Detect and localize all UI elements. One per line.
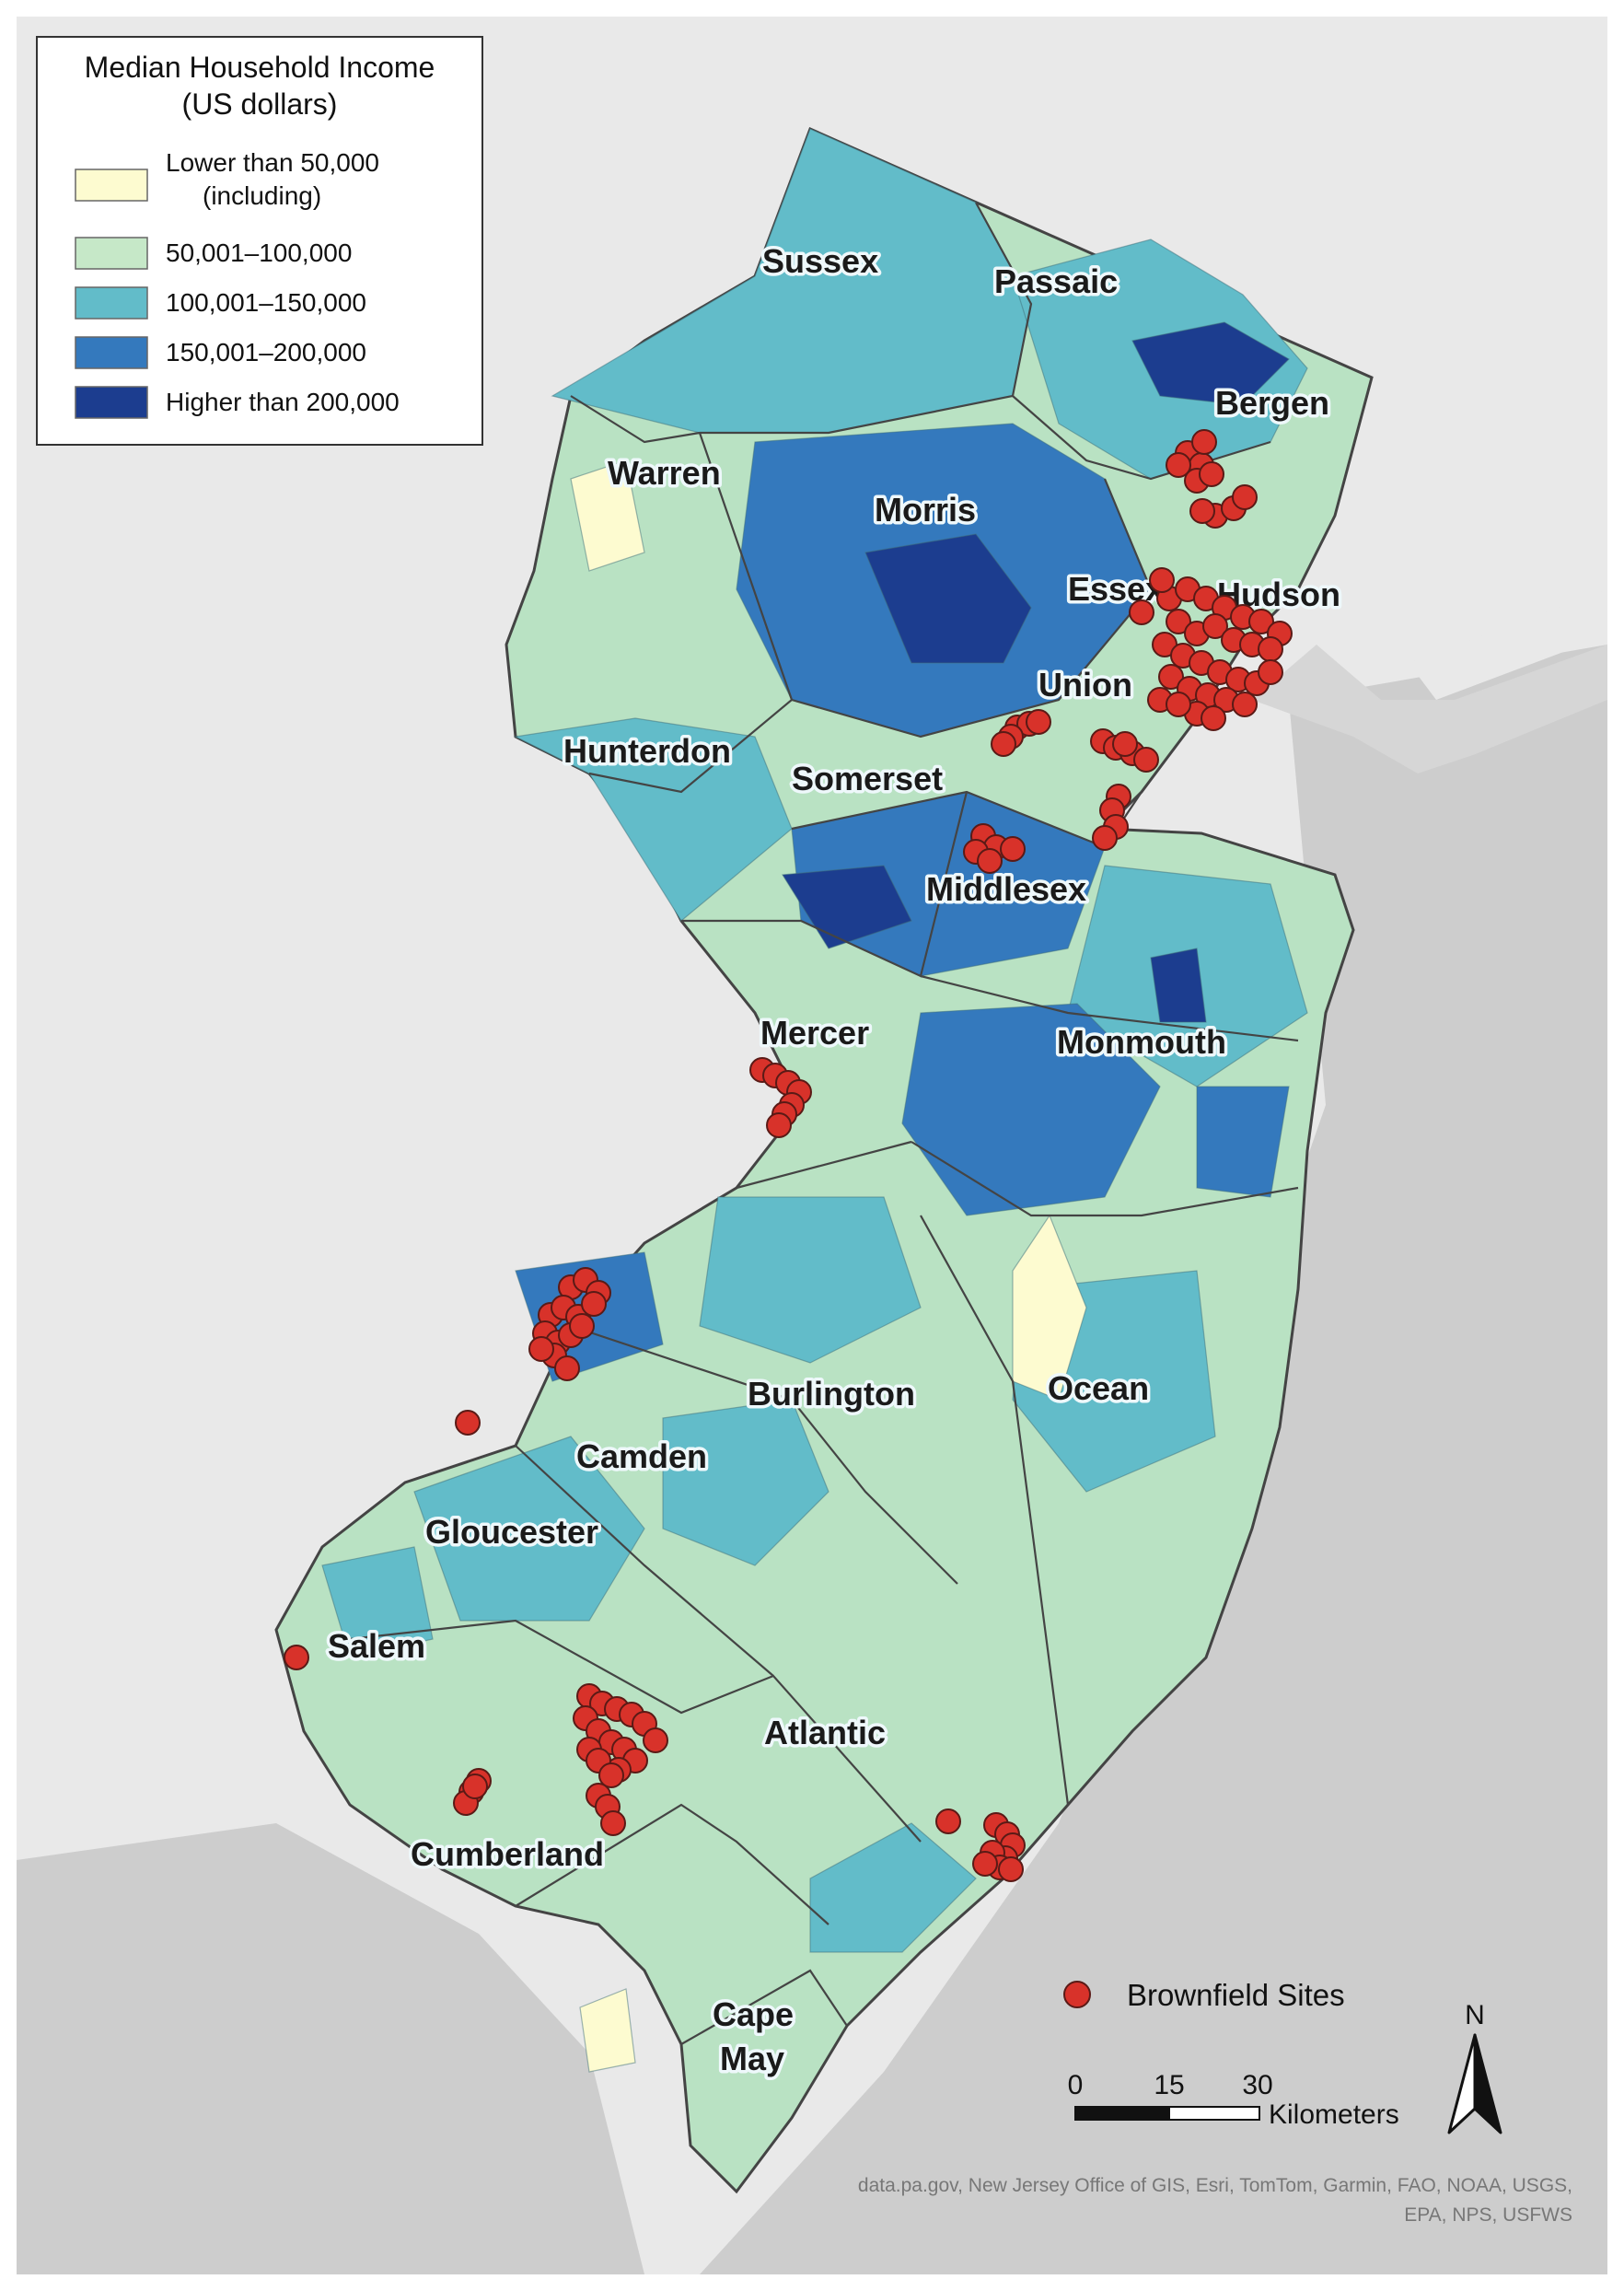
scale-bar: 0 15 30 Kilometers (1068, 2070, 1399, 2130)
legend-swatch (75, 286, 148, 320)
legend-label: (including) (203, 181, 321, 210)
scale-unit: Kilometers (1269, 2099, 1399, 2130)
brownfield-site-marker (598, 1762, 624, 1788)
north-arrow-icon (1473, 2033, 1502, 2134)
brownfield-site-marker (1149, 567, 1175, 593)
county-label: Hunterdon (563, 732, 731, 770)
brownfield-site-marker (1201, 705, 1226, 731)
bay-area (17, 1823, 644, 2274)
legend: Median Household Income (US dollars) Low… (36, 36, 483, 446)
brownfield-site-marker (1026, 709, 1051, 735)
brownfield-site-marker (600, 1810, 626, 1836)
brownfield-site-marker (1129, 599, 1154, 625)
county-label: Morris (875, 491, 976, 529)
legend-label: 100,001–150,000 (166, 288, 366, 317)
brownfield-site-marker (1133, 747, 1159, 773)
legend-label: 50,001–100,000 (166, 238, 352, 267)
county-label: Burlington (748, 1375, 915, 1413)
county-label: Essex (1068, 570, 1164, 608)
county-label: Middlesex (926, 870, 1086, 908)
county-label: Ocean (1048, 1369, 1149, 1407)
county-label: Mercer (760, 1014, 869, 1052)
scale-segment-black (1074, 2106, 1170, 2121)
county-label: Warren (608, 454, 721, 492)
hudson-bay (1252, 645, 1607, 773)
brownfield-site-marker (528, 1336, 554, 1362)
brownfield-site-marker (766, 1112, 792, 1138)
brownfield-site-marker (991, 731, 1016, 757)
brownfield-site-marker (1112, 731, 1138, 757)
brownfield-site-marker (1258, 636, 1283, 662)
income-patches (321, 128, 1308, 2073)
brownfield-site-marker (977, 848, 1003, 874)
brownfield-site-marker (581, 1291, 607, 1317)
brownfield-site-marker (1166, 609, 1191, 634)
legend-label: Lower than 50,000 (166, 148, 379, 177)
brownfield-site-marker (1202, 613, 1228, 639)
brownfield-site-marker (554, 1355, 580, 1381)
brownfield-site-marker (1248, 609, 1274, 634)
attribution: EPA, NPS, USFWS (1404, 2204, 1572, 2226)
brownfield-site-marker (1191, 429, 1217, 455)
legend-swatch (75, 237, 148, 270)
legend-title: Median Household Income (85, 51, 435, 84)
county-label: Camden (576, 1437, 707, 1475)
brownfield-site-marker (1092, 825, 1118, 851)
north-arrow: N (1447, 2000, 1502, 2134)
brownfield-site-marker (1232, 692, 1258, 717)
brownfield-site-marker (284, 1645, 309, 1670)
legend-label: 150,001–200,000 (166, 338, 366, 366)
county-boundaries (349, 202, 1299, 2045)
site-legend-marker (1063, 1981, 1091, 2008)
county-label: Salem (328, 1627, 425, 1665)
county-label: Bergen (1215, 384, 1329, 422)
brownfield-site-marker (1158, 664, 1184, 690)
site-legend-label: Brownfield Sites (1127, 1978, 1345, 2012)
north-label: N (1465, 2000, 1485, 2030)
brownfield-site-marker (1189, 498, 1215, 524)
scale-tick-label: 30 (1242, 2070, 1272, 2100)
county-labels: Sussex Passaic Bergen Warren Morris Esse… (325, 239, 1344, 2081)
brownfield-site-marker (462, 1773, 488, 1799)
county-label: Atlantic (764, 1714, 886, 1751)
brownfield-site-marker (643, 1727, 668, 1753)
attribution: data.pa.gov, New Jersey Office of GIS, E… (858, 2175, 1572, 2196)
county-label: Somerset (792, 760, 943, 797)
scale-segment-white (1168, 2106, 1260, 2121)
legend-swatch (75, 169, 148, 202)
brownfield-site-marker (1199, 461, 1224, 487)
county-label: Monmouth (1057, 1023, 1226, 1061)
brownfield-site-marker (998, 1856, 1024, 1882)
brownfield-sites (284, 429, 1293, 1882)
brownfield-site-marker (1232, 484, 1258, 510)
brownfield-site-marker (1166, 452, 1191, 478)
brownfield-site-marker (455, 1410, 481, 1436)
county-label: Sussex (762, 242, 878, 280)
brownfield-site-marker (1166, 692, 1191, 717)
legend-subtitle: (US dollars) (182, 87, 338, 121)
county-label: May (720, 2040, 784, 2077)
county-label: Cumberland (411, 1835, 604, 1873)
legend-swatch (75, 336, 148, 369)
scale-tick-label: 15 (1154, 2070, 1184, 2100)
brownfield-site-marker (1000, 836, 1026, 862)
brownfield-site-marker (1258, 659, 1283, 685)
county-label: Passaic (994, 262, 1118, 300)
brownfield-site-marker (935, 1808, 961, 1834)
scale-tick-label: 0 (1068, 2070, 1084, 2100)
site-legend: Brownfield Sites (1063, 1978, 1345, 2012)
county-label: Union (1038, 666, 1132, 704)
county-label: Cape (713, 1995, 794, 2033)
county-label: Gloucester (425, 1513, 598, 1551)
ocean-area (700, 645, 1607, 2274)
brownfield-site-marker (569, 1313, 595, 1339)
legend-label: Higher than 200,000 (166, 388, 400, 416)
legend-swatch (75, 386, 148, 419)
brownfield-site-marker (972, 1851, 998, 1877)
long-island (1409, 589, 1607, 700)
